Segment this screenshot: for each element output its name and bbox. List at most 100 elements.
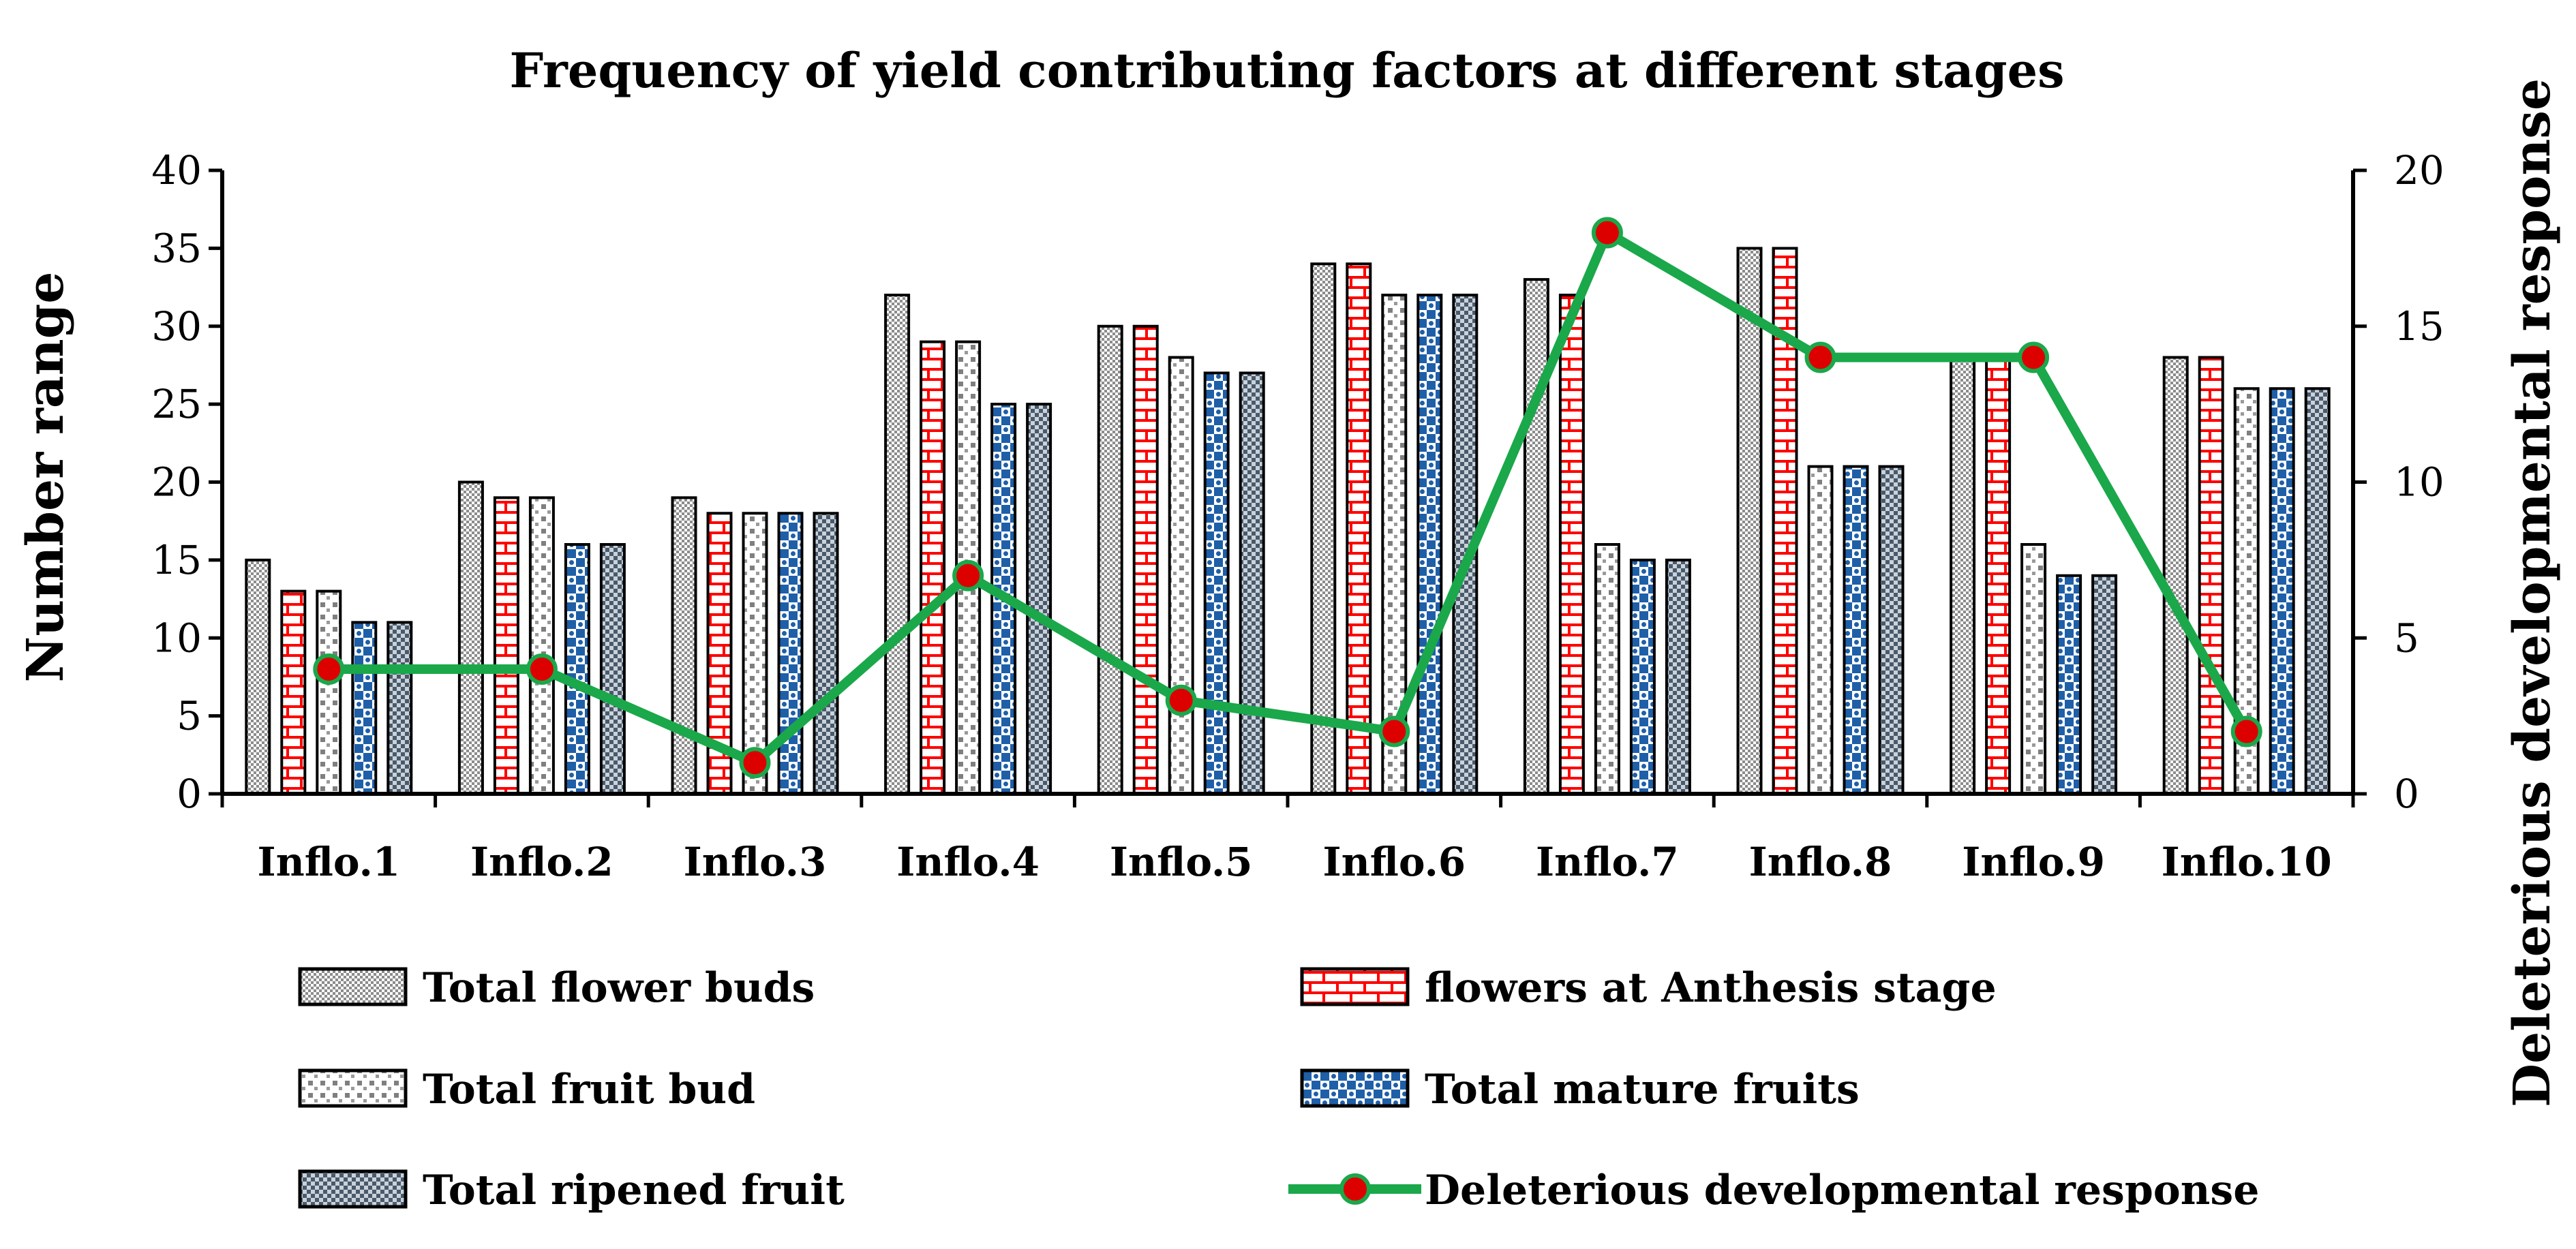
bar-flowers-at-anthesis-stage-inflo-6 [1346,262,1372,795]
x-tick-label-inflo-8: Inflo.8 [1749,839,1892,885]
bar-flowers-at-anthesis-stage-inflo-2 [493,496,519,795]
bar-total-mature-fruits-inflo-7 [1629,558,1656,795]
legend-swatch [298,967,408,1006]
legend-label: flowers at Anthesis stage [1425,964,1997,1012]
bar-total-ripened-fruit-inflo-3 [813,512,839,795]
ticks-layer: 0 5 10 15 20 25 30 35 40 0 5 10 15 20 Inflo.1 Inflo.2 In… [151,147,2444,885]
x-tick-label-inflo-2: Inflo.2 [470,839,613,885]
legend: Total flower buds flowers at Anthesis sta… [298,964,2259,1214]
y2-tick-label: 0 [2394,771,2419,817]
y-tick-label: 20 [151,459,202,506]
x-tick-label-inflo-3: Inflo.3 [684,839,827,885]
x-tick-label-inflo-6: Inflo.6 [1322,839,1466,885]
bar-total-flower-buds-inflo-4 [884,294,911,795]
point-deleterious-developmental-response-inflo-10 [2230,715,2262,747]
bar-total-ripened-fruit-inflo-1 [387,621,413,795]
bar-total-flower-buds-inflo-1 [245,558,271,795]
bar-flowers-at-anthesis-stage-inflo-4 [920,340,946,795]
y-tick-label: 35 [151,225,202,271]
legend-label: Total fruit bud [423,1066,755,1113]
bar-flowers-at-anthesis-stage-inflo-5 [1132,324,1159,795]
bar-total-ripened-fruit-inflo-7 [1665,558,1691,795]
line-deleterious-developmental-response [329,228,2251,768]
x-tick-label-inflo-10: Inflo.10 [2162,839,2332,885]
bar-total-ripened-fruit-inflo-2 [599,543,626,795]
y-tick-label: 5 [177,693,202,739]
bar-total-flower-buds-inflo-9 [1950,356,1976,795]
bar-flowers-at-anthesis-stage-inflo-1 [280,589,307,795]
y-tick-label: 30 [151,303,202,350]
bar-total-mature-fruits-inflo-5 [1203,371,1230,795]
bar-total-mature-fruits-inflo-8 [1843,465,1869,795]
x-tick-label-inflo-1: Inflo.1 [257,839,400,885]
point-deleterious-developmental-response-inflo-2 [526,653,558,685]
legend-item-total-mature-fruits: Total mature fruits [1300,1066,1860,1113]
bar-total-flower-buds-inflo-6 [1310,262,1337,795]
bar-total-flower-buds-inflo-8 [1736,247,1763,795]
y-tick-label: 10 [151,615,202,661]
bar-total-mature-fruits-inflo-1 [351,621,378,795]
bar-total-ripened-fruit-inflo-10 [2304,387,2331,795]
point-deleterious-developmental-response-inflo-3 [739,747,771,779]
point-deleterious-developmental-response-inflo-7 [1591,217,1623,249]
bar-total-fruit-bud-inflo-1 [316,589,342,795]
point-deleterious-developmental-response-inflo-6 [1378,715,1410,747]
bar-total-fruit-bud-inflo-8 [1807,465,1834,795]
legend-item-total-fruit-bud: Total fruit bud [298,1066,755,1113]
bar-total-ripened-fruit-inflo-5 [1239,371,1265,795]
y2-tick-label: 15 [2394,303,2444,350]
bar-total-flower-buds-inflo-10 [2162,356,2189,795]
legend-swatch [298,1068,408,1108]
legend-label: Deleterious developmental response [1425,1167,2259,1214]
line-layer [313,217,2262,779]
bar-total-flower-buds-inflo-5 [1097,324,1123,795]
x-tick-label-inflo-4: Inflo.4 [896,839,1040,885]
bar-total-mature-fruits-inflo-3 [777,512,804,795]
point-deleterious-developmental-response-inflo-4 [952,559,984,591]
bar-total-fruit-bud-inflo-5 [1168,356,1194,795]
legend-swatch [1300,1068,1410,1108]
point-deleterious-developmental-response-inflo-9 [2018,341,2050,373]
legend-item-total-ripened-fruit: Total ripened fruit [298,1167,845,1214]
point-deleterious-developmental-response-inflo-1 [313,653,345,685]
y2-tick-label: 20 [2394,147,2444,194]
chart-title: Frequency of yield contributing factors … [509,42,2064,99]
y-axis-title: Number range [16,272,75,683]
point-deleterious-developmental-response-inflo-8 [1804,341,1836,373]
legend-label: Total flower buds [423,964,815,1012]
bars-layer [245,247,2331,795]
bar-total-fruit-bud-inflo-2 [528,496,555,795]
x-tick-label-inflo-5: Inflo.5 [1110,839,1253,885]
bar-total-ripened-fruit-inflo-9 [2091,574,2118,795]
y2-tick-label: 10 [2394,459,2444,506]
legend-item-total-flower-buds: Total flower buds [298,964,815,1012]
legend-swatch [1300,967,1410,1006]
y-tick-label: 40 [151,147,202,194]
y2-axis-title: Deleterious developmental response [2503,78,2562,1107]
y-tick-label: 0 [177,771,202,817]
y-tick-label: 15 [151,537,202,583]
bar-flowers-at-anthesis-stage-inflo-9 [1985,356,2012,795]
bar-total-mature-fruits-inflo-2 [564,543,590,795]
bar-total-fruit-bud-inflo-9 [2020,543,2047,795]
bar-flowers-at-anthesis-stage-inflo-7 [1558,294,1585,795]
bar-total-mature-fruits-inflo-10 [2269,387,2295,795]
x-tick-label-inflo-9: Inflo.9 [1962,839,2105,885]
bar-total-flower-buds-inflo-7 [1523,278,1549,795]
legend-swatch [298,1169,408,1209]
bar-total-ripened-fruit-inflo-8 [1878,465,1905,795]
y2-tick-label: 5 [2394,615,2419,661]
bar-total-mature-fruits-inflo-6 [1416,294,1443,795]
legend-item-deleterious-developmental-response: Deleterious developmental response [1288,1167,2259,1214]
point-deleterious-developmental-response-inflo-5 [1165,684,1197,716]
legend-item-flowers-at-anthesis-stage: flowers at Anthesis stage [1300,964,1997,1012]
bar-flowers-at-anthesis-stage-inflo-10 [2198,356,2224,795]
plot-area: 0 5 10 15 20 25 30 35 40 0 5 10 15 20 Inflo.1 Inflo.2 In… [151,147,2444,885]
legend-label: Total ripened fruit [423,1167,845,1214]
bar-total-ripened-fruit-inflo-4 [1026,403,1052,795]
bar-total-flower-buds-inflo-2 [457,480,484,795]
bar-total-fruit-bud-inflo-7 [1594,543,1620,795]
legend-label: Total mature fruits [1425,1066,1860,1113]
legend-swatch-marker [1339,1173,1371,1205]
